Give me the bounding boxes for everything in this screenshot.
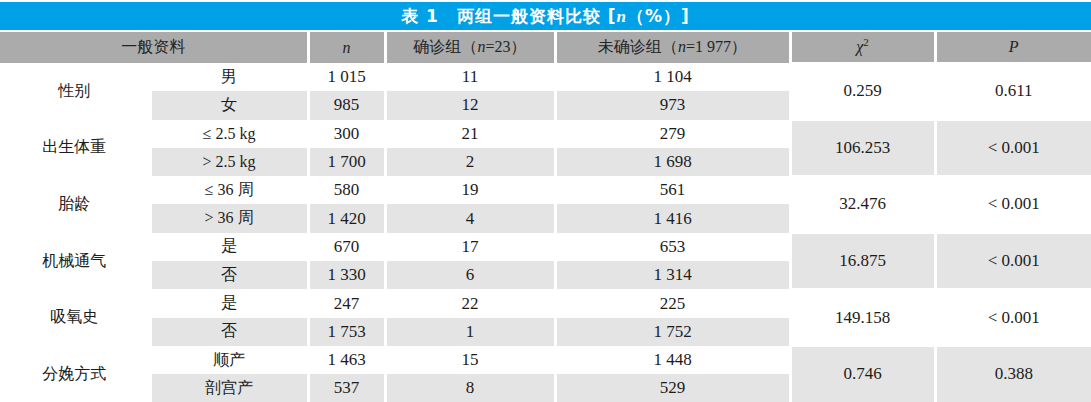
confirmed-cell: 8 xyxy=(385,374,555,402)
n-cell: 1 330 xyxy=(308,261,385,289)
table-title-n-symbol: n xyxy=(617,7,627,26)
p-value-cell: 0.611 xyxy=(935,63,1091,120)
table-title: 表 1 两组一般资料比较 [n（%）] xyxy=(0,2,1091,30)
subgroup-cell: 女 xyxy=(150,91,308,119)
n-cell: 300 xyxy=(308,120,385,148)
subgroup-cell: 否 xyxy=(150,318,308,346)
unconfirmed-cell: 1 448 xyxy=(555,346,790,374)
confirmed-cell: 6 xyxy=(385,261,555,289)
col-header-chi-square: χ2 xyxy=(790,32,935,63)
unconfirmed-cell: 529 xyxy=(555,374,790,402)
unconfirmed-cell: 1 698 xyxy=(555,148,790,176)
subgroup-cell: 剖宫产 xyxy=(150,374,308,402)
subgroup-cell: ≤ 36 周 xyxy=(150,176,308,204)
unconfirmed-cell: 1 752 xyxy=(555,318,790,346)
subgroup-cell: 是 xyxy=(150,233,308,261)
col-header-general-label: 一般资料 xyxy=(121,38,185,55)
unconfirmed-cell: 653 xyxy=(555,233,790,261)
category-cell: 机械通气 xyxy=(0,233,150,290)
n-cell: 247 xyxy=(308,289,385,317)
category-cell: 性别 xyxy=(0,63,150,120)
table-title-suffix: （%）] xyxy=(627,6,690,26)
n-cell: 985 xyxy=(308,91,385,119)
confirmed-cell: 21 xyxy=(385,120,555,148)
confirmed-cell: 2 xyxy=(385,148,555,176)
table-row: 机械通气 是 670 17 653 16.875 < 0.001 xyxy=(0,233,1091,261)
paper-table-page: 表 1 两组一般资料比较 [n（%）] 一般资料 n 确诊组（n=23） 未确诊… xyxy=(0,0,1091,402)
p-value-cell: 0.388 xyxy=(935,346,1091,402)
p-value-cell: < 0.001 xyxy=(935,233,1091,290)
col-header-unconfirmed-group: 未确诊组（n=1 977） xyxy=(555,32,790,63)
chi-square-cell: 16.875 xyxy=(790,233,935,290)
p-value-cell: < 0.001 xyxy=(935,176,1091,233)
subgroup-cell: ≤ 2.5 kg xyxy=(150,120,308,148)
n-cell: 670 xyxy=(308,233,385,261)
table-row: 出生体重 ≤ 2.5 kg 300 21 279 106.253 < 0.001 xyxy=(0,120,1091,148)
table-row: 性别 男 1 015 11 1 104 0.259 0.611 xyxy=(0,63,1091,91)
n-cell: 537 xyxy=(308,374,385,402)
chi-square-cell: 0.259 xyxy=(790,63,935,120)
chi-square-cell: 32.476 xyxy=(790,176,935,233)
n-cell: 1 753 xyxy=(308,318,385,346)
header-row: 一般资料 n 确诊组（n=23） 未确诊组（n=1 977） χ2 P xyxy=(0,32,1091,63)
unconfirmed-cell: 279 xyxy=(555,120,790,148)
n-cell: 580 xyxy=(308,176,385,204)
chi-square-cell: 149.158 xyxy=(790,289,935,346)
subgroup-cell: > 36 周 xyxy=(150,204,308,232)
subgroup-cell: > 2.5 kg xyxy=(150,148,308,176)
n-cell: 1 420 xyxy=(308,204,385,232)
confirmed-cell: 12 xyxy=(385,91,555,119)
confirmed-cell: 4 xyxy=(385,204,555,232)
subgroup-cell: 男 xyxy=(150,63,308,91)
category-cell: 分娩方式 xyxy=(0,346,150,402)
confirmed-cell: 22 xyxy=(385,289,555,317)
col-header-confirmed-group: 确诊组（n=23） xyxy=(385,32,555,63)
col-header-n: n xyxy=(308,32,385,63)
n-cell: 1 463 xyxy=(308,346,385,374)
subgroup-cell: 否 xyxy=(150,261,308,289)
col-header-n-label: n xyxy=(343,39,351,56)
confirmed-cell: 1 xyxy=(385,318,555,346)
category-cell: 胎龄 xyxy=(0,176,150,233)
subgroup-cell: 顺产 xyxy=(150,346,308,374)
chi-square-cell: 0.746 xyxy=(790,346,935,402)
confirmed-cell: 11 xyxy=(385,63,555,91)
table-title-text: 表 1 两组一般资料比较 [ xyxy=(401,6,616,26)
table-row: 分娩方式 顺产 1 463 15 1 448 0.746 0.388 xyxy=(0,346,1091,374)
n-cell: 1 015 xyxy=(308,63,385,91)
col-header-general: 一般资料 xyxy=(0,32,308,63)
unconfirmed-cell: 225 xyxy=(555,289,790,317)
unconfirmed-cell: 1 314 xyxy=(555,261,790,289)
n-cell: 1 700 xyxy=(308,148,385,176)
table-row: 胎龄 ≤ 36 周 580 19 561 32.476 < 0.001 xyxy=(0,176,1091,204)
category-cell: 吸氧史 xyxy=(0,289,150,346)
unconfirmed-cell: 1 416 xyxy=(555,204,790,232)
chi-square-cell: 106.253 xyxy=(790,120,935,177)
unconfirmed-cell: 561 xyxy=(555,176,790,204)
subgroup-cell: 是 xyxy=(150,289,308,317)
comparison-table: 一般资料 n 确诊组（n=23） 未确诊组（n=1 977） χ2 P xyxy=(0,32,1091,402)
confirmed-cell: 17 xyxy=(385,233,555,261)
unconfirmed-cell: 1 104 xyxy=(555,63,790,91)
confirmed-cell: 19 xyxy=(385,176,555,204)
confirmed-cell: 15 xyxy=(385,346,555,374)
table-row: 吸氧史 是 247 22 225 149.158 < 0.001 xyxy=(0,289,1091,317)
p-value-cell: < 0.001 xyxy=(935,289,1091,346)
p-value-cell: < 0.001 xyxy=(935,120,1091,177)
category-cell: 出生体重 xyxy=(0,120,150,177)
col-header-p-value: P xyxy=(935,32,1091,63)
unconfirmed-cell: 973 xyxy=(555,91,790,119)
